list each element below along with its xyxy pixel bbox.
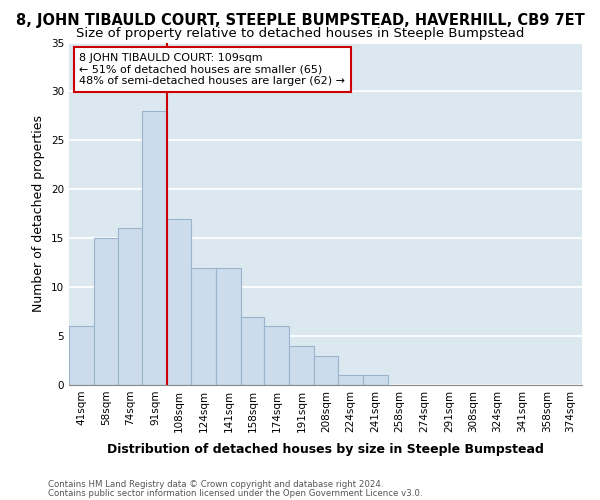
- Bar: [241, 316, 265, 385]
- Y-axis label: Number of detached properties: Number of detached properties: [32, 116, 46, 312]
- Bar: [216, 268, 241, 385]
- Bar: [142, 111, 167, 385]
- Bar: [69, 326, 94, 385]
- Bar: [265, 326, 289, 385]
- Text: 8 JOHN TIBAULD COURT: 109sqm
← 51% of detached houses are smaller (65)
48% of se: 8 JOHN TIBAULD COURT: 109sqm ← 51% of de…: [79, 53, 345, 86]
- Text: Contains HM Land Registry data © Crown copyright and database right 2024.: Contains HM Land Registry data © Crown c…: [48, 480, 383, 489]
- Bar: [94, 238, 118, 385]
- Text: Size of property relative to detached houses in Steeple Bumpstead: Size of property relative to detached ho…: [76, 28, 524, 40]
- Bar: [289, 346, 314, 385]
- Text: 8, JOHN TIBAULD COURT, STEEPLE BUMPSTEAD, HAVERHILL, CB9 7ET: 8, JOHN TIBAULD COURT, STEEPLE BUMPSTEAD…: [16, 12, 584, 28]
- Bar: [167, 218, 191, 385]
- Bar: [363, 375, 388, 385]
- Text: Contains public sector information licensed under the Open Government Licence v3: Contains public sector information licen…: [48, 488, 422, 498]
- Bar: [118, 228, 142, 385]
- Bar: [314, 356, 338, 385]
- X-axis label: Distribution of detached houses by size in Steeple Bumpstead: Distribution of detached houses by size …: [107, 443, 544, 456]
- Bar: [191, 268, 216, 385]
- Bar: [338, 375, 363, 385]
